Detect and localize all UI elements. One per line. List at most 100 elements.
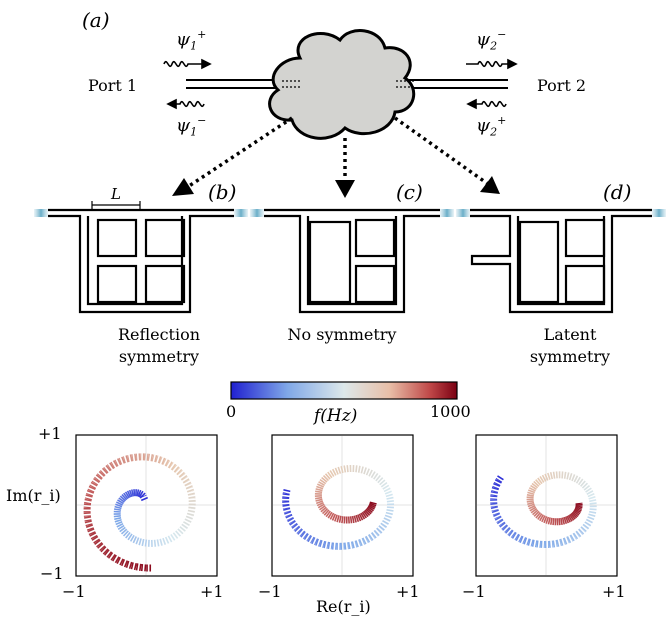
network-reflection-symmetry (34, 208, 248, 314)
curve-segment (382, 518, 390, 525)
curve-segment (183, 479, 192, 487)
curve-segment (116, 557, 124, 566)
caption-reflection-symmetry: Reflection symmetry (117, 325, 201, 366)
curve-segment (574, 508, 582, 513)
colorbar-max-label: 1000 (430, 402, 471, 421)
curve-segment (572, 531, 580, 540)
wave-arrow-in-right (466, 98, 507, 110)
curve-segment (282, 489, 291, 495)
curve-segment (490, 505, 499, 512)
y-tick-bottom: −1 (40, 564, 64, 583)
curve-segment (585, 489, 594, 495)
curve-segment (374, 474, 381, 482)
curve-segment (532, 480, 540, 488)
curve-segment (289, 520, 298, 528)
curve-segment (588, 494, 596, 500)
curve-segment (122, 530, 130, 538)
curve-segment (541, 515, 547, 523)
curve-segment (363, 510, 369, 518)
curve-segment (528, 505, 536, 510)
curve-segment (351, 540, 358, 549)
curve-segment (519, 535, 526, 544)
curve-segment (107, 552, 116, 561)
curve-segment (169, 462, 177, 471)
curve-segment (378, 478, 386, 486)
curve-segment (331, 513, 337, 521)
curve-segment (100, 467, 108, 476)
curve-segment (347, 541, 354, 550)
curve-segment (490, 490, 498, 496)
curve-segment (131, 453, 137, 462)
curve-segment (184, 516, 193, 523)
curve-segment (116, 522, 124, 529)
curve-segment (333, 467, 339, 476)
curve-segment (493, 479, 502, 486)
curve-segment (364, 467, 370, 476)
curve-segment (126, 490, 132, 498)
curve-no-symmetry (282, 464, 395, 550)
curve-segment (528, 487, 536, 493)
curve-segment (114, 505, 122, 510)
curve-segment (282, 504, 290, 509)
curve-segment (121, 494, 128, 501)
curve-segment (527, 503, 535, 508)
curve-segment (320, 476, 328, 484)
colorbar (230, 381, 458, 400)
curve-segment (499, 521, 508, 530)
curve-segment (501, 524, 510, 533)
curve-segment (563, 516, 568, 525)
curve-segment (569, 533, 577, 542)
curve-segment (97, 542, 106, 552)
plot-curves (83, 453, 597, 572)
curve-segment (536, 477, 543, 485)
curve-segment (115, 520, 123, 526)
curve-segment (87, 528, 96, 536)
curve-segment (300, 531, 308, 539)
curve-segment (584, 519, 593, 527)
curve-segment (359, 465, 364, 474)
plot-frames (75, 434, 618, 577)
curve-segment (588, 497, 597, 503)
curve-segment (357, 514, 362, 522)
curve-segment (317, 503, 325, 509)
colorbar-min-label: 0 (226, 402, 237, 421)
panel-label-c: (c) (396, 180, 423, 204)
curve-segment (326, 471, 333, 479)
curve-segment (364, 509, 371, 516)
curve-segment (322, 475, 330, 482)
curve-segment (181, 476, 190, 484)
curve-segment (572, 474, 579, 483)
curve-segment (511, 532, 519, 541)
curve-segment (530, 508, 538, 514)
curve-segment (138, 490, 144, 498)
curve-segment (579, 479, 586, 487)
curve-segment (527, 538, 534, 547)
curve-segment (380, 480, 388, 488)
curve-segment (181, 522, 189, 529)
curve-segment (368, 504, 375, 510)
curve-segment (118, 497, 125, 504)
curve-segment (578, 527, 586, 535)
curve-latent-symmetry (490, 471, 597, 549)
curve-segment (362, 536, 369, 545)
colorbar-title: f(Hz) (314, 406, 358, 426)
curve-segment (577, 477, 584, 486)
curve-segment (367, 506, 375, 512)
curve-segment (534, 479, 541, 486)
curve-segment (86, 489, 95, 497)
x-tick-left-3: −1 (462, 582, 486, 601)
curve-segment (162, 537, 168, 545)
curve-segment (552, 539, 558, 548)
curve-segment (184, 483, 193, 490)
wave-arrow-out-right (466, 58, 518, 70)
curve-segment (315, 538, 322, 547)
y-axis-label: Im(r_i) (6, 486, 61, 505)
curve-segment (527, 491, 535, 496)
curve-segment (110, 460, 118, 469)
curve-segment (170, 533, 177, 541)
curve-segment (331, 468, 337, 477)
curve-segment (162, 458, 170, 467)
curve-segment (566, 535, 574, 544)
curve-segment (323, 541, 329, 549)
curve-segment (319, 539, 326, 548)
